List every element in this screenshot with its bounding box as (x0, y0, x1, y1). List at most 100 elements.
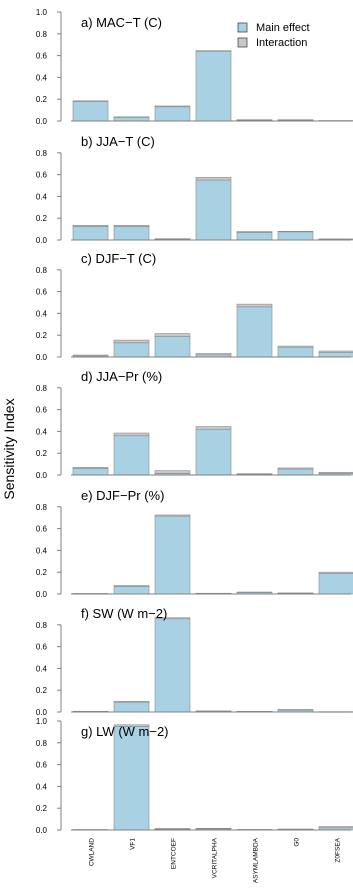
y-tick-label: 0.0 (36, 471, 48, 480)
y-tick-label: 0.6 (36, 52, 48, 61)
x-tick-label: CWLAND (89, 838, 96, 866)
panel-title: g) LW (W m−2) (81, 724, 169, 739)
y-tick-label: 0.2 (36, 686, 48, 695)
bar-interaction-vf1 (113, 224, 150, 227)
bar-interaction-asymlambda (236, 473, 273, 475)
bar-main-entcoef (154, 106, 191, 122)
bar-interaction-z0fsea (318, 471, 353, 474)
bar-interaction-vf1 (113, 724, 150, 727)
y-tick-label: 0.0 (36, 708, 48, 717)
panel-a: 0.0 0.2 0.4 0.6 0.8 1.0 a) MAC−T (C) (36, 8, 353, 126)
bar-main-z0fsea (318, 572, 353, 595)
bar-interaction-vf1 (113, 585, 150, 587)
bar-interaction-g0 (277, 709, 314, 711)
bar-main-g0 (277, 346, 314, 358)
y-tick-label: 0.8 (36, 503, 48, 512)
bar-interaction-asymlambda (236, 231, 273, 233)
y-tick-label: 0.0 (36, 590, 48, 599)
panel-d: 0.0 0.2 0.4 0.6 0.8 d) JJA−Pr (%) (36, 369, 353, 480)
bar-interaction-cwland (72, 467, 109, 469)
bar-main-vf1 (113, 586, 150, 595)
chart-panels: 0.00.20.40.60.81.0a) MAC−T (C)0.00.20.40… (36, 8, 353, 883)
y-tick-label: 0.2 (36, 331, 48, 340)
panel-g: 0.0 0.2 0.4 0.6 0.8 1.0 g) LW (W m−2) (36, 717, 353, 835)
bar-main-vf1 (113, 726, 150, 831)
y-tick-label: 0.8 (36, 621, 48, 630)
y-tick-label: 0.0 (36, 353, 48, 362)
bar-interaction-z0fsea (318, 350, 353, 353)
bar-interaction-entcoef (154, 514, 191, 517)
bar-main-vf1 (113, 226, 150, 241)
x-tick-label: VCRITALPHA (212, 837, 219, 878)
bar-interaction-entcoef (154, 617, 191, 620)
y-tick-label: 0.2 (36, 568, 48, 577)
bar-interaction-vf1 (113, 701, 150, 703)
y-tick-label: 0.4 (36, 782, 48, 791)
bar-interaction-cwland (72, 224, 109, 227)
bar-interaction-vcritalpha (195, 710, 232, 712)
bar-interaction-asymlambda (236, 303, 273, 308)
x-tick-label: Z0FSEA (335, 837, 342, 862)
panel-title: a) MAC−T (C) (81, 15, 162, 30)
bar-interaction-entcoef (154, 238, 191, 240)
bar-main-vcritalpha (195, 50, 232, 122)
bar-main-g0 (277, 231, 314, 241)
bar-main-vf1 (113, 701, 150, 713)
bar-main-cwland (72, 101, 109, 122)
bar-main-vf1 (113, 435, 150, 476)
bar-main-vf1 (113, 342, 150, 358)
y-tick-label: 0.8 (36, 384, 48, 393)
bar-main-entcoef (154, 335, 191, 358)
bar-main-asymlambda (236, 306, 273, 358)
y-tick-label: 0.2 (36, 214, 48, 223)
bar-interaction-g0 (277, 467, 314, 470)
y-tick-label: 0.6 (36, 171, 48, 180)
bar-interaction-cwland (72, 354, 109, 357)
y-tick-label: 0.6 (36, 525, 48, 534)
y-tick-label: 0.8 (36, 149, 48, 158)
y-tick-label: 0.0 (36, 826, 48, 835)
y-axis-label: Sensitivity Index (1, 398, 17, 499)
y-tick-label: 0.4 (36, 427, 48, 436)
bar-interaction-g0 (277, 828, 314, 830)
bar-main-cwland (72, 226, 109, 241)
y-tick-label: 0.4 (36, 309, 48, 318)
y-tick-label: 0.8 (36, 266, 48, 275)
bar-interaction-z0fsea (318, 238, 353, 240)
bar-interaction-entcoef (154, 105, 191, 108)
y-tick-label: 1.0 (36, 717, 48, 726)
x-tick-label: VF1 (130, 838, 137, 850)
y-tick-label: 0.4 (36, 546, 48, 555)
y-tick-label: 0.2 (36, 449, 48, 458)
x-tick-label: G0 (294, 838, 301, 847)
panel-title: d) JJA−Pr (%) (81, 369, 162, 384)
y-tick-label: 0.2 (36, 95, 48, 104)
panel-e: 0.0 0.2 0.4 0.6 0.8 e) DJF−Pr (%) (36, 488, 353, 599)
bar-main-vcritalpha (195, 179, 232, 241)
bar-main-cwland (72, 468, 109, 476)
panel-c: 0.0 0.2 0.4 0.6 0.8 c) DJF−T (C) (36, 251, 353, 362)
y-tick-label: 0.2 (36, 804, 48, 813)
panel-title: b) JJA−T (C) (81, 134, 155, 149)
y-tick-label: 0.8 (36, 30, 48, 39)
bar-interaction-entcoef (154, 470, 191, 474)
bar-interaction-g0 (277, 119, 314, 121)
bar-interaction-g0 (277, 345, 314, 348)
panel-title: c) DJF−T (C) (81, 251, 156, 266)
bar-main-entcoef (154, 618, 191, 713)
bar-main-g0 (277, 468, 314, 476)
y-tick-label: 0.4 (36, 73, 48, 82)
y-tick-label: 0.8 (36, 739, 48, 748)
panel-f: 0.0 0.2 0.4 0.6 0.8 f) SW (W m−2) (36, 606, 353, 717)
x-tick-label: ENTCOEF (171, 838, 178, 869)
y-tick-label: 1.0 (36, 8, 48, 17)
y-tick-label: 0.0 (36, 236, 48, 245)
y-tick-label: 0.6 (36, 406, 48, 415)
bar-interaction-vf1 (113, 432, 150, 437)
bar-interaction-vcritalpha (195, 353, 232, 356)
legend: Main effect Interaction (237, 22, 310, 49)
bar-interaction-cwland (72, 100, 109, 102)
bar-interaction-g0 (277, 230, 314, 233)
legend-label: Main effect (256, 22, 310, 34)
